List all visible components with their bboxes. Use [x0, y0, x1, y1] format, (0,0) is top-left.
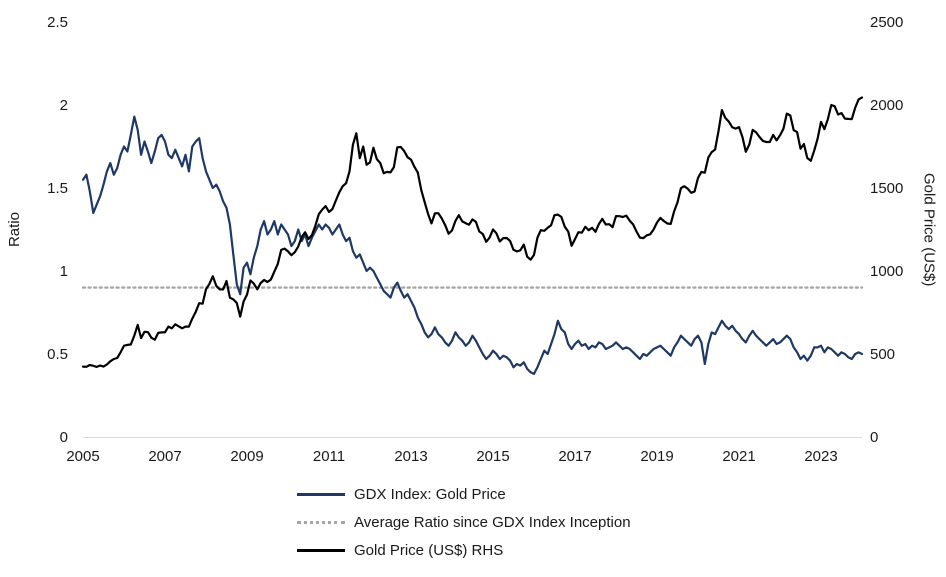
legend-label-gold-price: Gold Price (US$) RHS [354, 541, 504, 559]
y-axis-title-right-text: Gold Price (US$) [920, 172, 938, 287]
legend-line-sample-average-ratio [297, 520, 345, 524]
x-axis-tick-label: 2015 [476, 448, 509, 465]
x-axis-tick-label: 2021 [722, 448, 755, 465]
left-axis-tick-label: 0 [60, 429, 68, 446]
legend-item-gold-price: Gold Price (US$) RHS [297, 536, 631, 564]
right-axis-tick-label: 1500 [870, 180, 903, 197]
x-axis-tick-label: 2023 [804, 448, 837, 465]
left-axis-tick-label: 1 [60, 263, 68, 280]
chart-legend: GDX Index: Gold Price Average Ratio sinc… [297, 480, 631, 564]
right-axis-tick-label: 2000 [870, 97, 903, 114]
left-axis-tick-label: 2 [60, 97, 68, 114]
legend-label-average-ratio: Average Ratio since GDX Index Inception [354, 513, 631, 531]
x-axis-tick-label: 2009 [230, 448, 263, 465]
right-axis-tick-label: 500 [870, 346, 895, 363]
x-axis-tick-label: 2017 [558, 448, 591, 465]
series-line-gold-price [81, 96, 864, 368]
legend-item-average-ratio: Average Ratio since GDX Index Inception [297, 508, 631, 536]
legend-line-sample-gold-price [297, 548, 345, 552]
right-axis-tick-label: 0 [870, 429, 878, 446]
y-axis-title-left: Ratio [2, 22, 26, 437]
x-axis-tick-label: 2011 [313, 448, 345, 465]
y-axis-title-right: Gold Price (US$) [916, 22, 942, 437]
y-axis-title-left-text: Ratio [5, 211, 23, 248]
legend-item-gdx-gold-ratio: GDX Index: Gold Price [297, 480, 631, 508]
x-axis-tick-label: 2005 [66, 448, 99, 465]
left-axis-tick-label: 0.5 [47, 346, 68, 363]
series-line-gdx-gold-ratio [81, 115, 864, 375]
right-axis-tick-label: 1000 [870, 263, 903, 280]
x-axis-tick-label: 2007 [148, 448, 181, 465]
x-axis-tick-label: 2013 [394, 448, 427, 465]
legend-line-sample-gdx-gold-ratio [297, 492, 345, 496]
left-axis-tick-label: 1.5 [47, 180, 68, 197]
left-axis-tick-label: 2.5 [47, 14, 68, 31]
legend-label-gdx-gold-ratio: GDX Index: Gold Price [354, 485, 506, 503]
x-axis-tick-label: 2019 [640, 448, 673, 465]
right-axis-tick-label: 2500 [870, 14, 903, 31]
